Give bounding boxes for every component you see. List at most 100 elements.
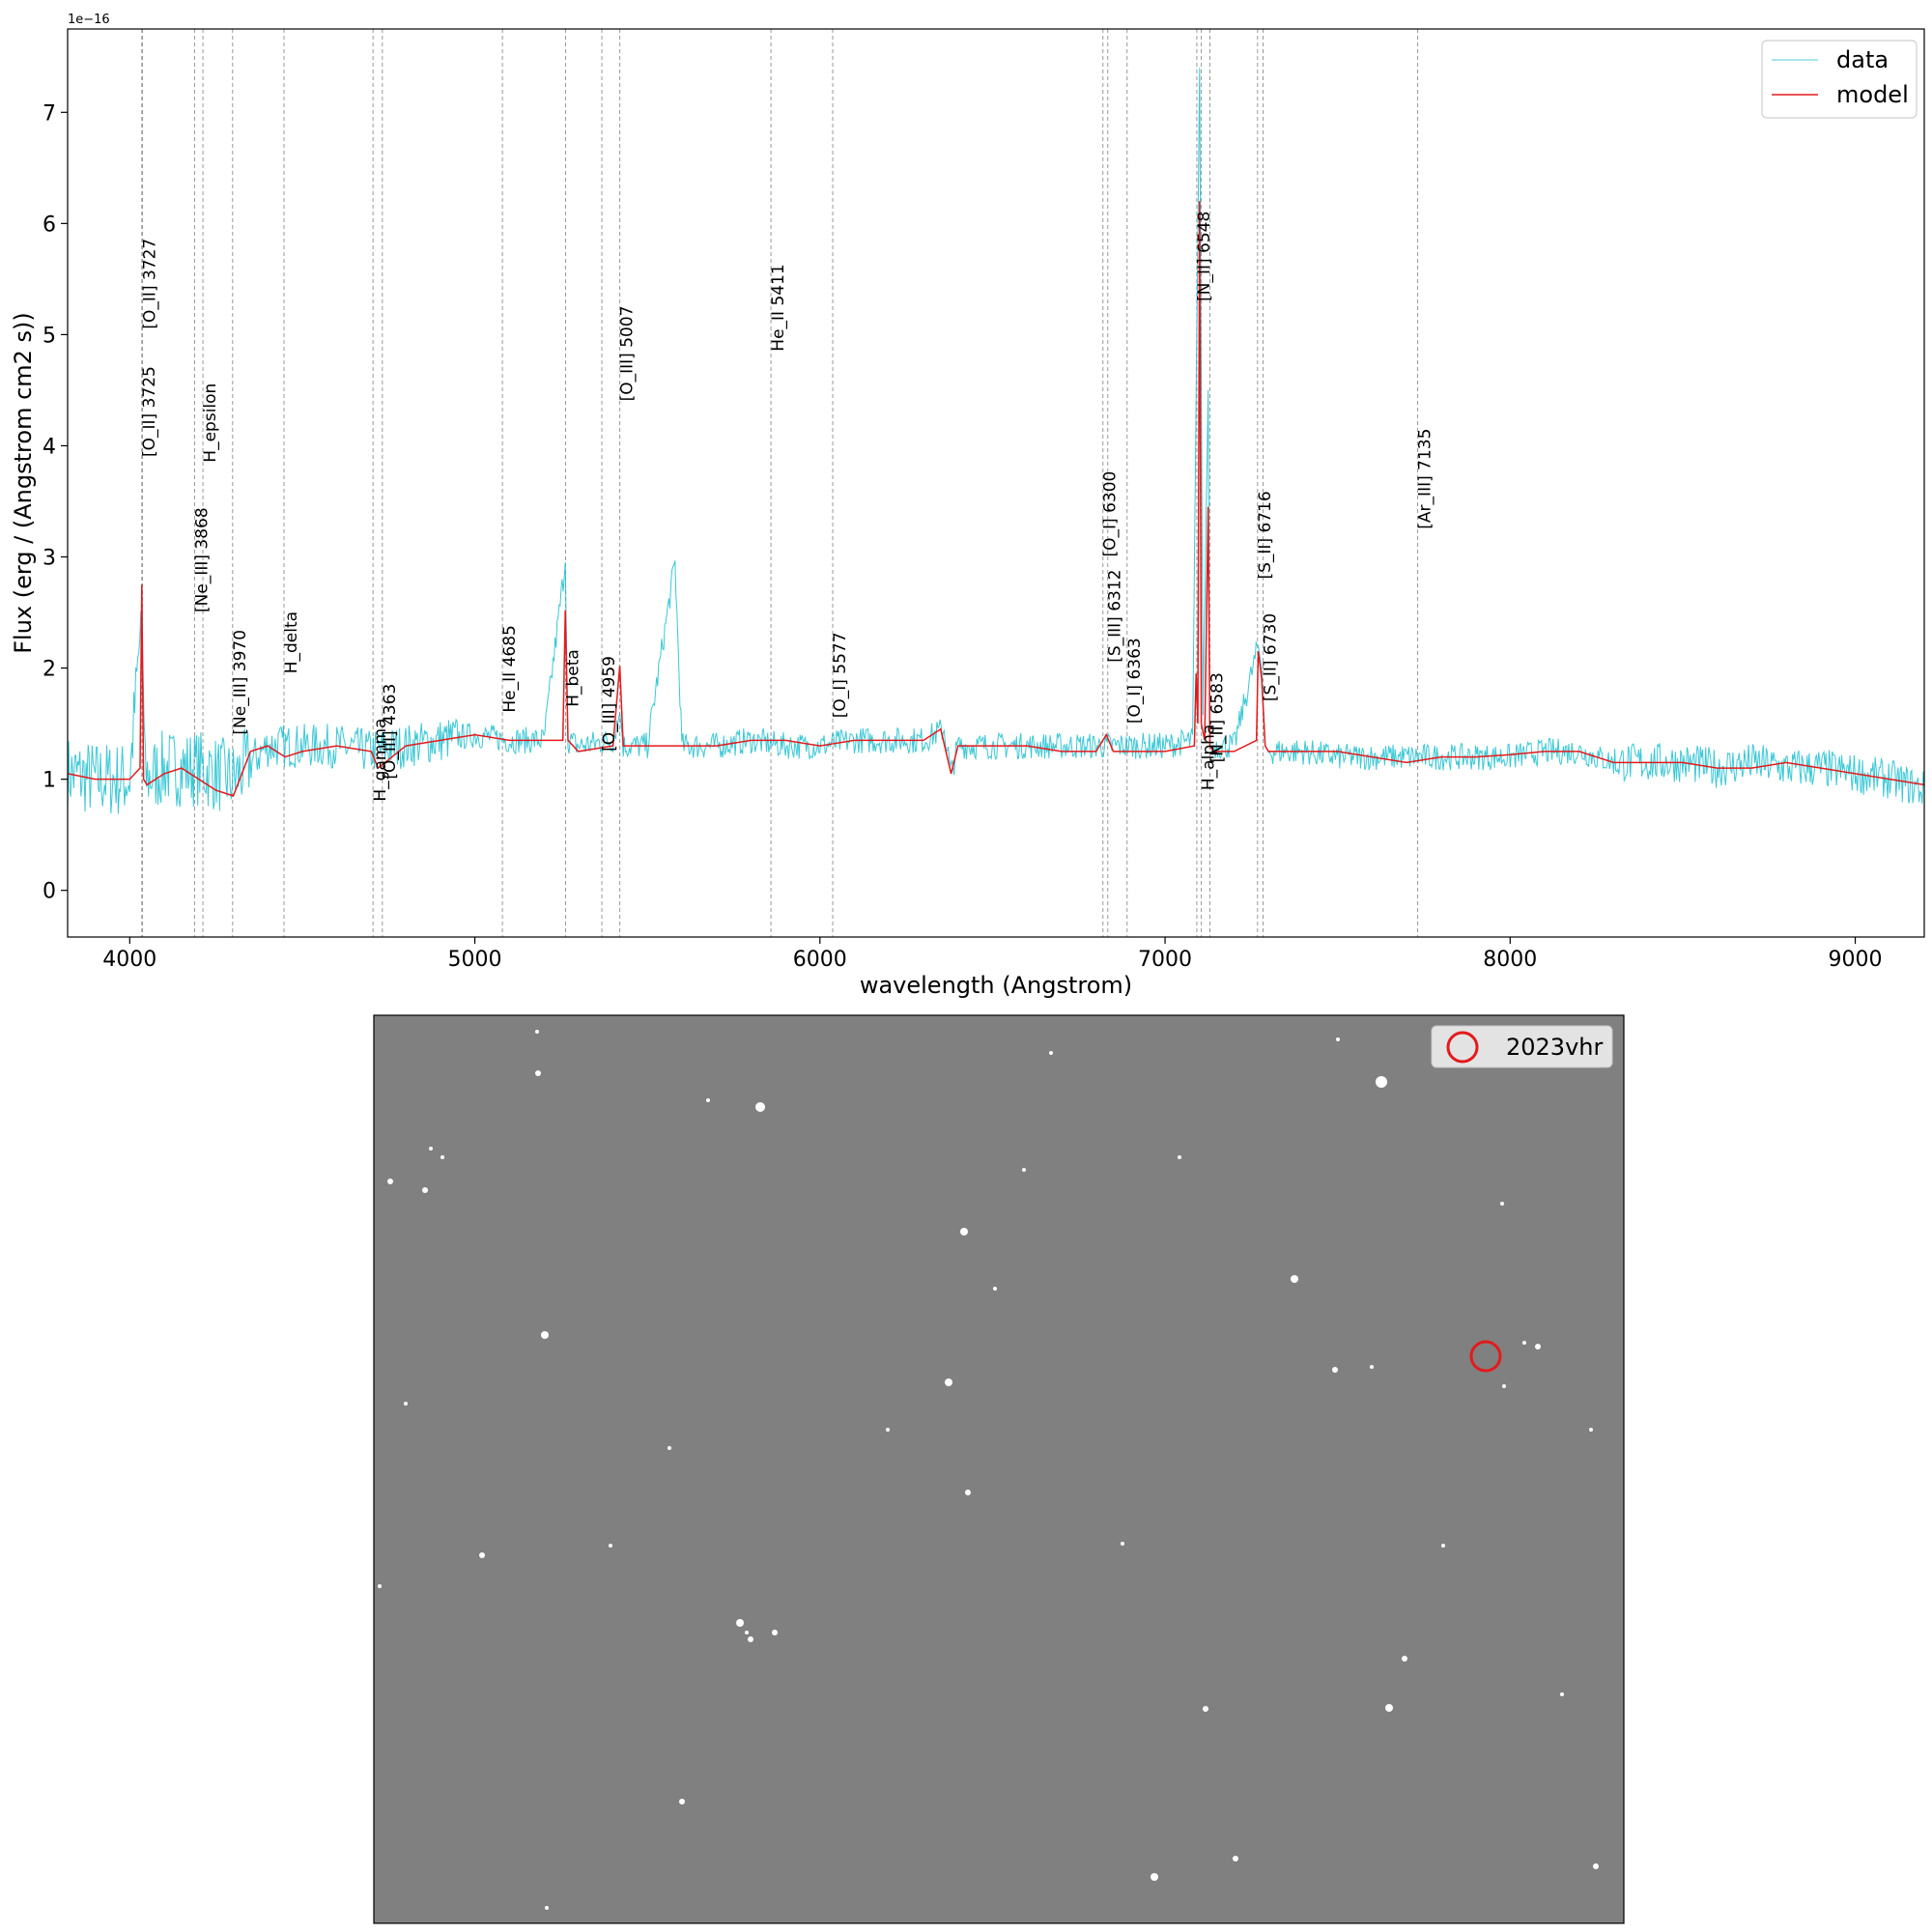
- image-legend-label: 2023vhr: [1506, 1034, 1603, 1061]
- annotation-label-6: H_gamma: [371, 719, 390, 802]
- annotation-label-18: [N_II] 6548: [1195, 212, 1214, 301]
- annotation-label-13: [O_I] 5577: [831, 632, 850, 718]
- star-29: [965, 1490, 971, 1495]
- star-group: [378, 1030, 1599, 1910]
- annotation-label-3: H_epsilon: [201, 384, 220, 463]
- star-28: [1593, 1863, 1599, 1869]
- star-13: [1151, 1873, 1158, 1881]
- annotation-label-15: [S_III] 6312: [1106, 570, 1125, 663]
- star-22: [706, 1098, 710, 1102]
- star-12: [1385, 1704, 1393, 1712]
- annotation-label-12: He_II 5411: [769, 264, 788, 351]
- legend-data-label: data: [1836, 46, 1889, 73]
- annotation-label-7: [O_III] 4363: [381, 684, 400, 780]
- image-legend-box: [1431, 1025, 1613, 1068]
- annotation-label-9: H_beta: [564, 649, 583, 707]
- star-9: [748, 1636, 753, 1642]
- star-17: [1402, 1656, 1407, 1662]
- image-legend: 2023vhr: [1431, 1025, 1613, 1068]
- star-41: [1589, 1428, 1593, 1432]
- star-25: [440, 1155, 444, 1159]
- star-4: [960, 1228, 968, 1236]
- x-axis-ticks: 4000 5000 6000 7000 8000 9000: [102, 937, 1883, 972]
- image-legend-marker: [1446, 1031, 1479, 1064]
- y-tick-label-1: 1: [43, 769, 56, 793]
- star-34: [1121, 1542, 1124, 1546]
- star-5: [541, 1331, 549, 1339]
- series-data-line: [68, 68, 1924, 814]
- x-axis-label: wavelength (Angstrom): [860, 972, 1132, 999]
- star-15: [1535, 1344, 1541, 1350]
- y-tick-label-3: 3: [43, 547, 56, 571]
- star-6: [945, 1378, 952, 1386]
- annotation-label-8: He_II 4685: [500, 625, 520, 712]
- x-tick-label-1: 5000: [448, 948, 502, 972]
- y-tick-label-0: 0: [43, 880, 56, 904]
- star-11: [679, 1799, 685, 1804]
- series-group: [68, 68, 1924, 814]
- star-3: [1291, 1275, 1298, 1283]
- star-23: [387, 1179, 393, 1184]
- star-36: [378, 1584, 382, 1588]
- annotation-label-10: [O_III] 4959: [600, 656, 619, 752]
- star-44: [1049, 1051, 1053, 1055]
- annotation-label-20: [S_II] 6716: [1256, 491, 1275, 579]
- y-offset-label: 1e−16: [68, 13, 110, 27]
- target-marker-circle: [1469, 1340, 1502, 1373]
- star-24: [429, 1147, 433, 1151]
- annotation-label-19: [N_II] 6583: [1208, 672, 1228, 762]
- star-1: [1376, 1076, 1387, 1088]
- star-45: [745, 1631, 749, 1634]
- star-field-image: [374, 1015, 1624, 1923]
- annotation-label-17: H_alpha: [1200, 724, 1219, 790]
- star-31: [886, 1428, 890, 1432]
- annotation-label-16: [O_I] 6363: [1125, 638, 1145, 724]
- star-19: [1336, 1037, 1340, 1041]
- line-marker-group: [141, 29, 1419, 937]
- spectrum-legend: data model: [1761, 40, 1918, 119]
- y-axis-label: Flux (erg / (Angstrom cm2 s)): [10, 312, 37, 654]
- star-40: [1441, 1544, 1445, 1548]
- x-tick-label-5: 9000: [1829, 948, 1883, 972]
- star-26: [422, 1187, 428, 1193]
- star-35: [1560, 1692, 1564, 1696]
- star-10: [772, 1630, 778, 1635]
- annotation-label-5: H_delta: [282, 611, 301, 673]
- y-tick-label-6: 6: [43, 213, 56, 237]
- legend-model-label: model: [1836, 81, 1909, 108]
- x-tick-label-3: 7000: [1138, 948, 1192, 972]
- star-7: [479, 1552, 485, 1558]
- annotation-label-2: [Ne_III] 3868: [193, 507, 213, 612]
- y-tick-label-4: 4: [43, 435, 56, 459]
- annotation-label-1: [O_II] 3727: [141, 239, 160, 329]
- x-tick-label-4: 8000: [1483, 948, 1537, 972]
- star-27: [404, 1402, 408, 1406]
- spectrum-plot-frame: [67, 28, 1925, 938]
- star-39: [668, 1446, 671, 1450]
- x-tick-label-2: 6000: [793, 948, 847, 972]
- annotation-label-22: [Ar_III] 7135: [1416, 429, 1435, 529]
- star-21: [1178, 1155, 1181, 1159]
- star-0: [755, 1102, 765, 1112]
- y-tick-label-2: 2: [43, 658, 56, 682]
- star-30: [993, 1287, 997, 1291]
- star-16: [1332, 1367, 1338, 1373]
- annotation-label-14: [O_I] 6300: [1101, 471, 1121, 557]
- image-frame: [373, 1014, 1625, 1924]
- annotation-label-21: [S_II] 6730: [1262, 613, 1281, 701]
- star-33: [609, 1544, 612, 1548]
- y-tick-label-5: 5: [43, 324, 56, 348]
- star-38: [535, 1030, 539, 1034]
- star-18: [1203, 1706, 1208, 1712]
- star-20: [1500, 1202, 1504, 1206]
- star-2: [535, 1070, 541, 1076]
- annotation-label-11: [O_III] 5007: [618, 306, 638, 402]
- star-43: [1370, 1365, 1374, 1369]
- image-panel: 2023vhr: [373, 1014, 1625, 1924]
- star-46: [1522, 1341, 1526, 1345]
- y-axis-ticks: 0 1 2 3 4 5 6 7: [43, 101, 68, 904]
- spectrum-plot-background: [68, 29, 1924, 937]
- series-model-line: [68, 201, 1924, 797]
- y-tick-label-7: 7: [43, 101, 56, 126]
